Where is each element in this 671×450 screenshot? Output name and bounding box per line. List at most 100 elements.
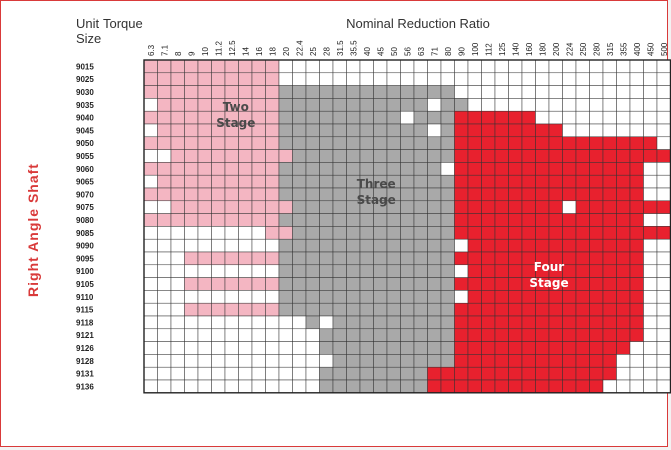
four-stage-cell <box>454 162 469 176</box>
four-stage-cell <box>629 174 644 189</box>
four-stage-cell <box>602 315 617 330</box>
two-stage-cell <box>211 213 226 227</box>
three-stage-cell <box>440 187 455 202</box>
empty-cell <box>575 110 590 125</box>
empty-cell <box>616 110 631 125</box>
two-stage-cell <box>278 149 293 163</box>
empty-cell <box>656 72 671 86</box>
empty-cell <box>616 72 631 86</box>
three-stage-cell <box>319 174 334 189</box>
four-stage-cell <box>494 213 509 227</box>
three-stage-cell <box>292 162 307 176</box>
four-stage-cell <box>602 341 617 355</box>
empty-cell <box>548 59 563 74</box>
three-stage-cell <box>373 302 388 317</box>
two-stage-cell <box>238 251 253 266</box>
empty-cell <box>643 72 658 86</box>
four-stage-cell <box>562 174 577 189</box>
two-stage-cell <box>184 251 199 266</box>
empty-cell <box>643 98 658 112</box>
four-stage-cell <box>454 174 469 189</box>
four-stage-cell <box>494 162 509 176</box>
four-stage-cell <box>494 379 509 394</box>
two-stage-cell <box>238 174 253 189</box>
empty-cell <box>157 251 172 266</box>
four-stage-cell <box>535 200 550 214</box>
three-stage-cell <box>386 277 401 291</box>
four-stage-cell <box>548 379 563 394</box>
three-stage-cell <box>359 290 374 304</box>
three-stage-cell <box>373 226 388 240</box>
empty-cell <box>346 72 361 86</box>
two-stage-cell <box>157 123 172 138</box>
two-stage-cell <box>251 59 266 74</box>
three-stage-cell <box>346 366 361 381</box>
two-stage-cell <box>251 162 266 176</box>
unit-size-label: 9100 <box>76 267 94 276</box>
four-stage-cell <box>494 123 509 138</box>
empty-cell <box>508 72 523 86</box>
four-stage-cell <box>467 110 482 125</box>
three-stage-cell <box>346 277 361 291</box>
three-stage-cell <box>413 354 428 368</box>
four-stage-cell <box>481 264 496 278</box>
empty-cell <box>629 366 644 381</box>
empty-cell <box>197 341 212 355</box>
two-stage-cell <box>224 187 239 202</box>
four-stage-cell <box>508 123 523 138</box>
empty-cell <box>251 379 266 394</box>
four-stage-cell <box>616 290 631 304</box>
three-stage-cell <box>440 302 455 317</box>
ratio-label: 25 <box>309 47 318 56</box>
three-stage-cell <box>400 366 415 381</box>
two-stage-cell <box>265 302 280 317</box>
four-stage-cell <box>548 315 563 330</box>
three-stage-cell <box>373 251 388 266</box>
empty-cell <box>427 123 442 138</box>
ratio-label: 56 <box>403 47 412 56</box>
three-stage-cell <box>386 149 401 163</box>
three-stage-cell <box>332 213 347 227</box>
three-stage-cell <box>440 200 455 214</box>
three-stage-cell <box>292 213 307 227</box>
four-stage-cell <box>616 302 631 317</box>
three-stage-cell <box>332 174 347 189</box>
empty-cell <box>656 354 671 368</box>
four-stage-cell <box>494 366 509 381</box>
four-stage-cell <box>521 149 536 163</box>
empty-cell <box>454 85 469 99</box>
unit-size-label: 9025 <box>76 75 94 84</box>
three-stage-cell <box>332 226 347 240</box>
three-stage-cell <box>413 264 428 278</box>
two-stage-cell <box>251 85 266 99</box>
ratio-label: 10 <box>201 47 210 56</box>
unit-size-label: 9131 <box>76 370 94 379</box>
empty-cell <box>170 277 185 291</box>
four-stage-cell <box>481 226 496 240</box>
four-stage-cell <box>575 366 590 381</box>
unit-label: Unit <box>76 16 100 31</box>
four-stage-cell <box>454 379 469 394</box>
two-stage-cell <box>251 174 266 189</box>
empty-cell <box>454 72 469 86</box>
four-stage-cell <box>535 290 550 304</box>
four-stage-cell <box>616 341 631 355</box>
three-stage-cell <box>413 251 428 266</box>
empty-cell <box>643 328 658 342</box>
empty-cell <box>616 366 631 381</box>
three-stage-cell <box>292 302 307 317</box>
four-stage-cell <box>616 162 631 176</box>
three-stage-cell <box>400 251 415 266</box>
empty-cell <box>616 59 631 74</box>
two-stage-cell <box>184 162 199 176</box>
four-stage-cell <box>548 354 563 368</box>
empty-cell <box>508 85 523 99</box>
empty-cell <box>224 354 239 368</box>
three-stage-label: Stage <box>357 193 396 207</box>
two-stage-cell <box>238 59 253 74</box>
four-stage-cell <box>643 226 658 240</box>
two-stage-cell <box>265 174 280 189</box>
four-stage-cell <box>535 136 550 150</box>
four-stage-cell <box>575 290 590 304</box>
four-stage-cell <box>467 226 482 240</box>
